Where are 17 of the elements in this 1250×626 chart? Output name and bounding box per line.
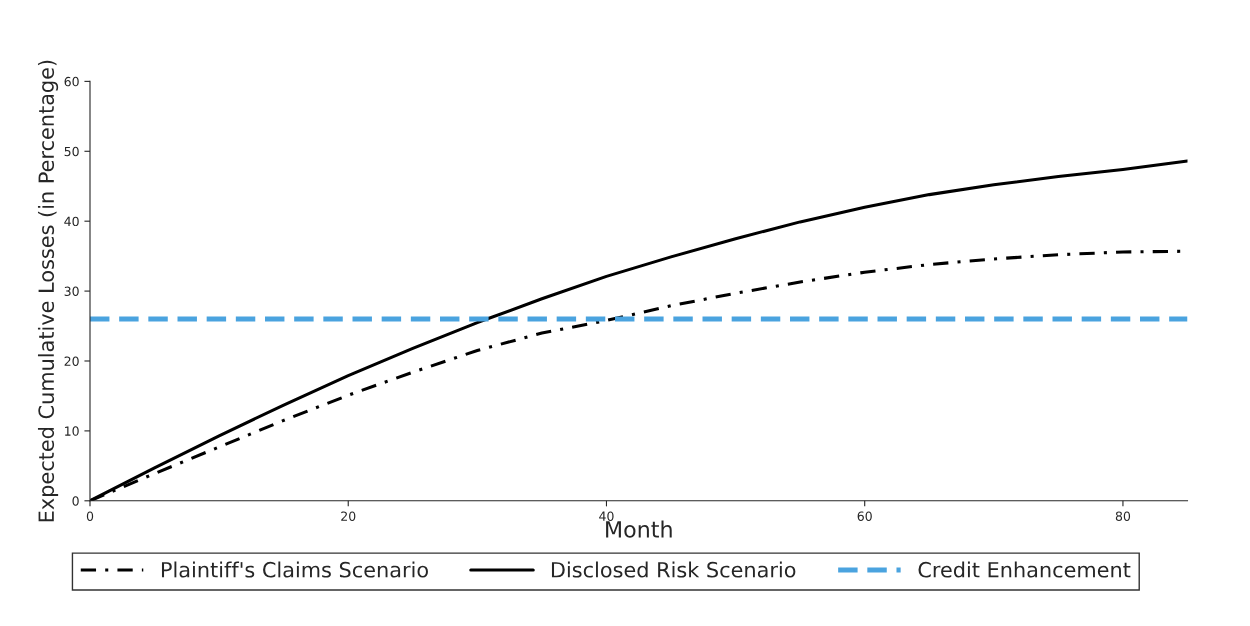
x-axis-title: Month — [606, 520, 672, 538]
x-tick-label: 40 — [599, 511, 614, 521]
legend-label: Plaintiff's Claims Scenario — [161, 561, 428, 578]
x-tick-label: 20 — [341, 511, 356, 521]
x-tick-label: 0 — [86, 511, 94, 521]
y-axis-title: Expected Cumulative Losses (in Percentage) — [37, 60, 59, 522]
y-tick-label: 30 — [64, 286, 79, 297]
y-tick-label: 10 — [65, 426, 79, 436]
legend-label: Disclosed Risk Scenario — [551, 561, 796, 578]
y-tick-label: 60 — [64, 76, 79, 87]
y-tick-label: 20 — [64, 356, 79, 366]
y-tick-label: 0 — [72, 496, 79, 506]
x-tick-label: 80 — [1115, 511, 1131, 521]
y-tick-label: 40 — [64, 216, 79, 227]
legend-label: Credit Enhancement — [918, 561, 1131, 578]
x-tick-label: 60 — [857, 511, 872, 521]
y-tick-label: 50 — [64, 146, 79, 157]
